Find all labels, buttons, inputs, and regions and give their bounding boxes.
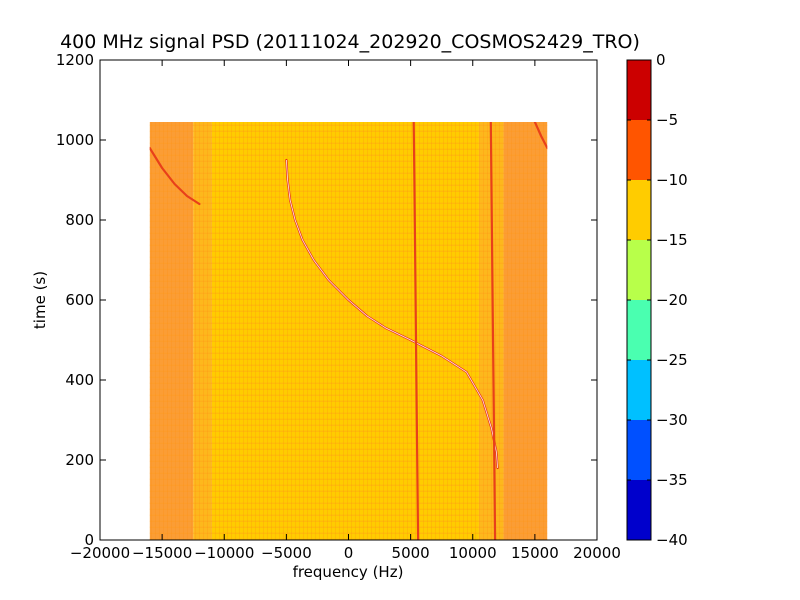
colorbar-level: [627, 480, 651, 540]
series-doppler-curve-core: [286, 159, 498, 469]
y-tick-label: 600: [65, 291, 94, 309]
colorbar-level: [627, 420, 651, 480]
colorbar-tick-label: 0: [656, 51, 666, 69]
y-tick-label: 400: [65, 371, 94, 389]
colorbar-level: [627, 300, 651, 360]
series-edge-curve-right: [533, 122, 548, 150]
y-tick-label: 200: [65, 451, 94, 469]
x-tick-label: 20000: [573, 544, 621, 562]
colorbar-level: [627, 60, 651, 120]
x-tick-label: 15000: [511, 544, 559, 562]
series-carrier-line-left: [412, 122, 420, 540]
colorbar-level: [627, 180, 651, 240]
x-tick-label: −15000: [132, 544, 192, 562]
series-carrier-line-right: [489, 122, 497, 540]
colorbar-tick-label: −25: [656, 351, 688, 369]
y-axis: 0 200 400 600 800 1000 1200: [56, 51, 597, 549]
y-axis-label: time (s): [31, 271, 49, 329]
x-axis-label: frequency (Hz): [293, 563, 404, 581]
heatmap-field: [149, 122, 548, 540]
y-tick-label: 0: [84, 531, 94, 549]
y-tick-label: 1200: [56, 51, 94, 69]
y-tick-label: 1000: [56, 131, 94, 149]
colorbar-level: [627, 360, 651, 420]
colorbar-tick-label: −5: [656, 111, 678, 129]
heatmap-column-texture: [149, 122, 548, 540]
x-tick-label: 10000: [449, 544, 497, 562]
signal-traces: [149, 122, 548, 540]
colorbar-level: [627, 240, 651, 300]
x-axis: −20000 −15000 −10000 −5000 0 5000 10000 15000 20…: [70, 60, 621, 562]
x-tick-label: 0: [344, 544, 354, 562]
colorbar-tick-label: −20: [656, 291, 688, 309]
x-tick-label: −5000: [261, 544, 312, 562]
colorbar-tick-label: −40: [656, 531, 688, 549]
x-tick-label: 5000: [392, 544, 430, 562]
x-tick-label: −10000: [194, 544, 254, 562]
colorbar-tick-label: −15: [656, 231, 688, 249]
colorbar: 0 −5 −10 −15 −20 −25 −30 −35 −40: [626, 51, 688, 549]
y-tick-label: 800: [65, 211, 94, 229]
colorbar-tick-label: −30: [656, 411, 688, 429]
x-tick-label: −20000: [70, 544, 130, 562]
colorbar-level: [627, 120, 651, 180]
colorbar-tick-label: −35: [656, 471, 688, 489]
colorbar-tick-label: −10: [656, 171, 688, 189]
series-edge-curve-left: [149, 146, 201, 206]
chart-title: 400 MHz signal PSD (20111024_202920_COSM…: [60, 31, 640, 53]
